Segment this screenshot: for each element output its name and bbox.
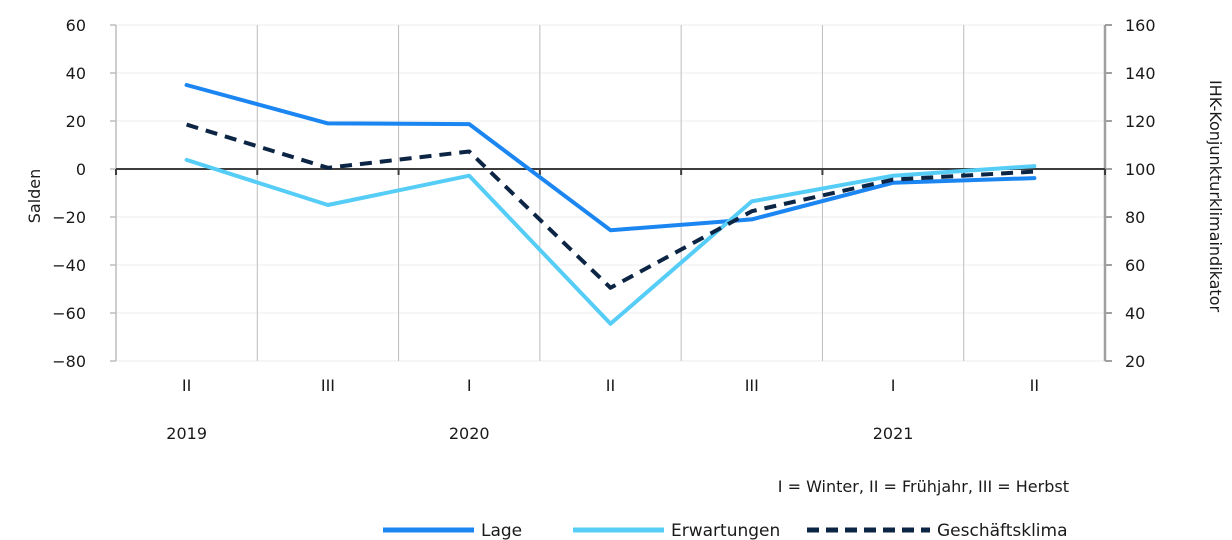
season-note: I = Winter, II = Frühjahr, III = Herbst (778, 477, 1069, 496)
right-tick-label-3: 80 (1125, 208, 1145, 227)
right-tick-label-1: 40 (1125, 304, 1145, 323)
right-tick-label-7: 160 (1125, 16, 1156, 35)
year-label-0: 2019 (166, 424, 207, 443)
series-lines (184, 83, 1037, 326)
y2-axis-title: IHK-Konjunkturklimaindikator (1206, 80, 1225, 313)
left-tick-label-3: −20 (52, 208, 86, 227)
x-tick-label-1: III (321, 376, 335, 395)
right-tick-label-6: 140 (1125, 64, 1156, 83)
legend: Lage Erwartungen Geschäftsklima (383, 521, 1068, 540)
series-line-erwartungen (184, 157, 1037, 326)
x-tick-label-4: III (745, 376, 759, 395)
x-tick-label-0: II (182, 376, 191, 395)
year-label-2: 2021 (873, 424, 914, 443)
y-axis-title: Salden (25, 169, 44, 224)
x-tick-label-2: I (467, 376, 472, 395)
x-tick-label-5: I (891, 376, 896, 395)
left-tick-label-1: −60 (52, 304, 86, 323)
x-tick-label-6: II (1030, 376, 1039, 395)
left-tick-label-0: −80 (52, 352, 86, 371)
x-axis-labels: II III I II III I II (182, 376, 1039, 395)
legend-label-erwartungen: Erwartungen (671, 521, 780, 540)
right-tick-label-4: 100 (1125, 160, 1156, 179)
right-tick-label-0: 20 (1125, 352, 1145, 371)
grid-lines (116, 24, 1105, 362)
left-tick-label-7: 60 (66, 16, 86, 35)
left-tick-label-5: 20 (66, 112, 86, 131)
legend-label-gesch-ftsklima: Geschäftsklima (937, 521, 1068, 540)
right-axis: 20 40 60 80 100 120 140 160 (1103, 16, 1156, 371)
x-tick-label-3: II (606, 376, 615, 395)
legend-label-lage: Lage (481, 521, 522, 540)
right-tick-label-2: 60 (1125, 256, 1145, 275)
series-line-lage (184, 83, 1037, 233)
year-labels: 2019 2020 2021 (166, 424, 913, 443)
left-tick-label-2: −40 (52, 256, 86, 275)
series-line-gesch-ftsklima (186, 122, 1035, 290)
left-tick-label-6: 40 (66, 64, 86, 83)
left-tick-label-4: 0 (76, 160, 86, 179)
left-axis: −80 −60 −40 −20 0 20 40 60 (52, 16, 117, 371)
year-label-1: 2020 (449, 424, 490, 443)
right-tick-label-5: 120 (1125, 112, 1156, 131)
